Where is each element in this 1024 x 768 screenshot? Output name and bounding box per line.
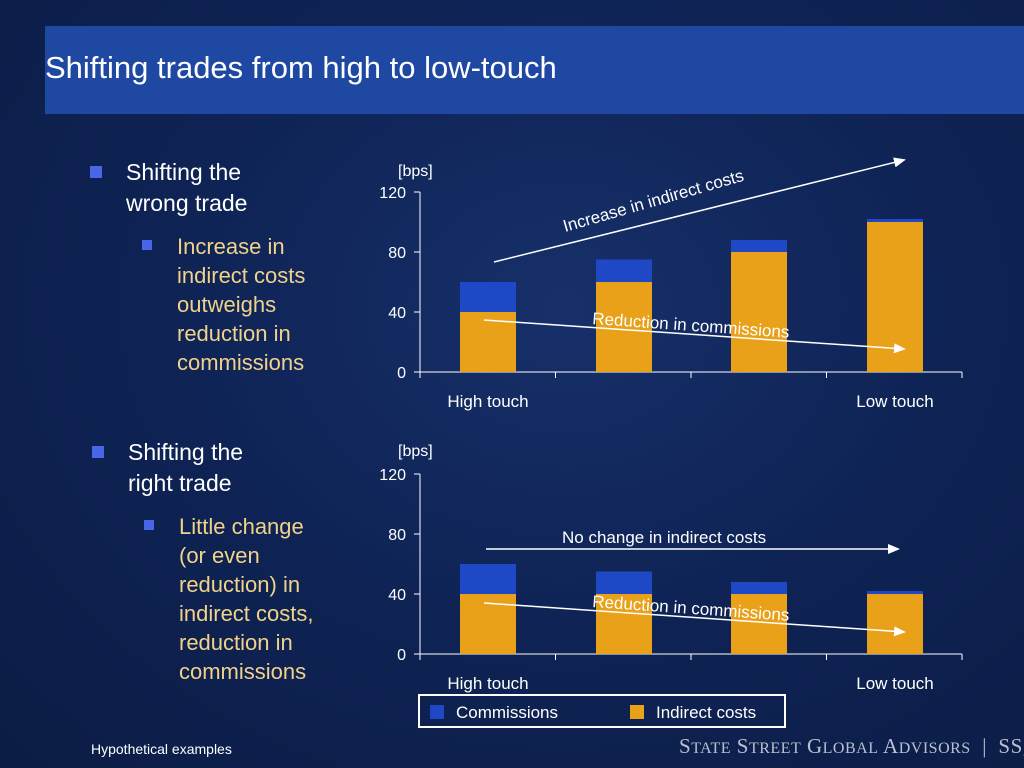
legend-swatch-indirect [630,705,644,719]
y-tick-label: 40 [388,305,406,322]
x-category-label: High touch [447,674,528,693]
section2-heading-line: right trade [128,470,232,496]
section1-sub-line: reduction in [177,321,291,346]
bar-indirect-costs [867,222,923,372]
bar-indirect-costs [731,252,787,372]
y-tick-label: 0 [397,647,406,664]
section2-sub-line: reduction in [179,630,293,655]
section2-sub-line: Little change [179,514,304,539]
annotation-arrow [483,602,906,637]
section1-sub: Increase in indirect costs outweighs red… [177,232,305,377]
footer-note: Hypothetical examples [91,741,232,757]
bar-indirect-costs [867,594,923,654]
bar-commissions [596,259,652,282]
bar-commissions [731,582,787,594]
bullet-square-icon [142,240,152,250]
y-tick-label: 80 [388,245,406,262]
bar-commissions [460,282,516,312]
bullet-square-icon [144,520,154,530]
section2-sub-line: commissions [179,659,307,684]
section2-sub-line: indirect costs, [179,601,314,626]
y-unit-label: [bps] [398,443,433,460]
bar-indirect-costs [596,594,652,654]
title-bar [45,26,1024,114]
bar-commissions [731,240,787,252]
y-tick-label: 120 [379,467,406,484]
annotation-arrow [493,157,906,263]
annotation-arrow [483,319,906,354]
legend-item-indirect: Indirect costs [630,703,756,723]
annotation-label: Increase in indirect costs [561,166,746,236]
legend-item-commissions: Commissions [430,703,558,723]
x-category-label: High touch [447,392,528,411]
y-tick-label: 80 [388,527,406,544]
bar-commissions [867,591,923,594]
chart-legend: Commissions Indirect costs [418,694,786,728]
y-unit-label: [bps] [398,163,433,180]
x-category-label: Low touch [856,674,934,693]
section1-heading-line: wrong trade [126,190,248,216]
y-tick-label: 120 [379,185,406,202]
x-category-label: Low touch [856,392,934,411]
section1-sub-line: indirect costs [177,263,306,288]
section2-heading: Shifting the right trade [128,437,243,499]
section1-heading-line: Shifting the [126,159,242,185]
bullet-square-icon [92,446,104,458]
section1-heading: Shifting the wrong trade [126,157,247,219]
y-tick-label: 40 [388,587,406,604]
page-title: Shifting trades from high to low-touch [45,50,557,85]
bar-indirect-costs [596,282,652,372]
y-tick-label: 0 [397,365,406,382]
section2-sub-line: reduction) in [179,572,301,597]
bullet-square-icon [90,166,102,178]
company-logo: STATE STREET GLOBAL ADVISORS | SSgA [679,734,1024,758]
legend-swatch-commissions [430,705,444,719]
bar-commissions [596,571,652,594]
section2-sub-line: (or even [179,543,260,568]
legend-label-indirect: Indirect costs [656,703,757,722]
annotation-label: No change in indirect costs [562,528,766,547]
bar-commissions [867,219,923,222]
section2-sub: Little change (or even reduction) in ind… [179,512,314,686]
section1-sub-line: Increase in [177,234,285,259]
bar-commissions [460,564,516,594]
section1-sub-line: outweighs [177,292,277,317]
section1-sub-line: commissions [177,350,305,375]
legend-label-commissions: Commissions [456,703,559,722]
section2-heading-line: Shifting the [128,439,244,465]
